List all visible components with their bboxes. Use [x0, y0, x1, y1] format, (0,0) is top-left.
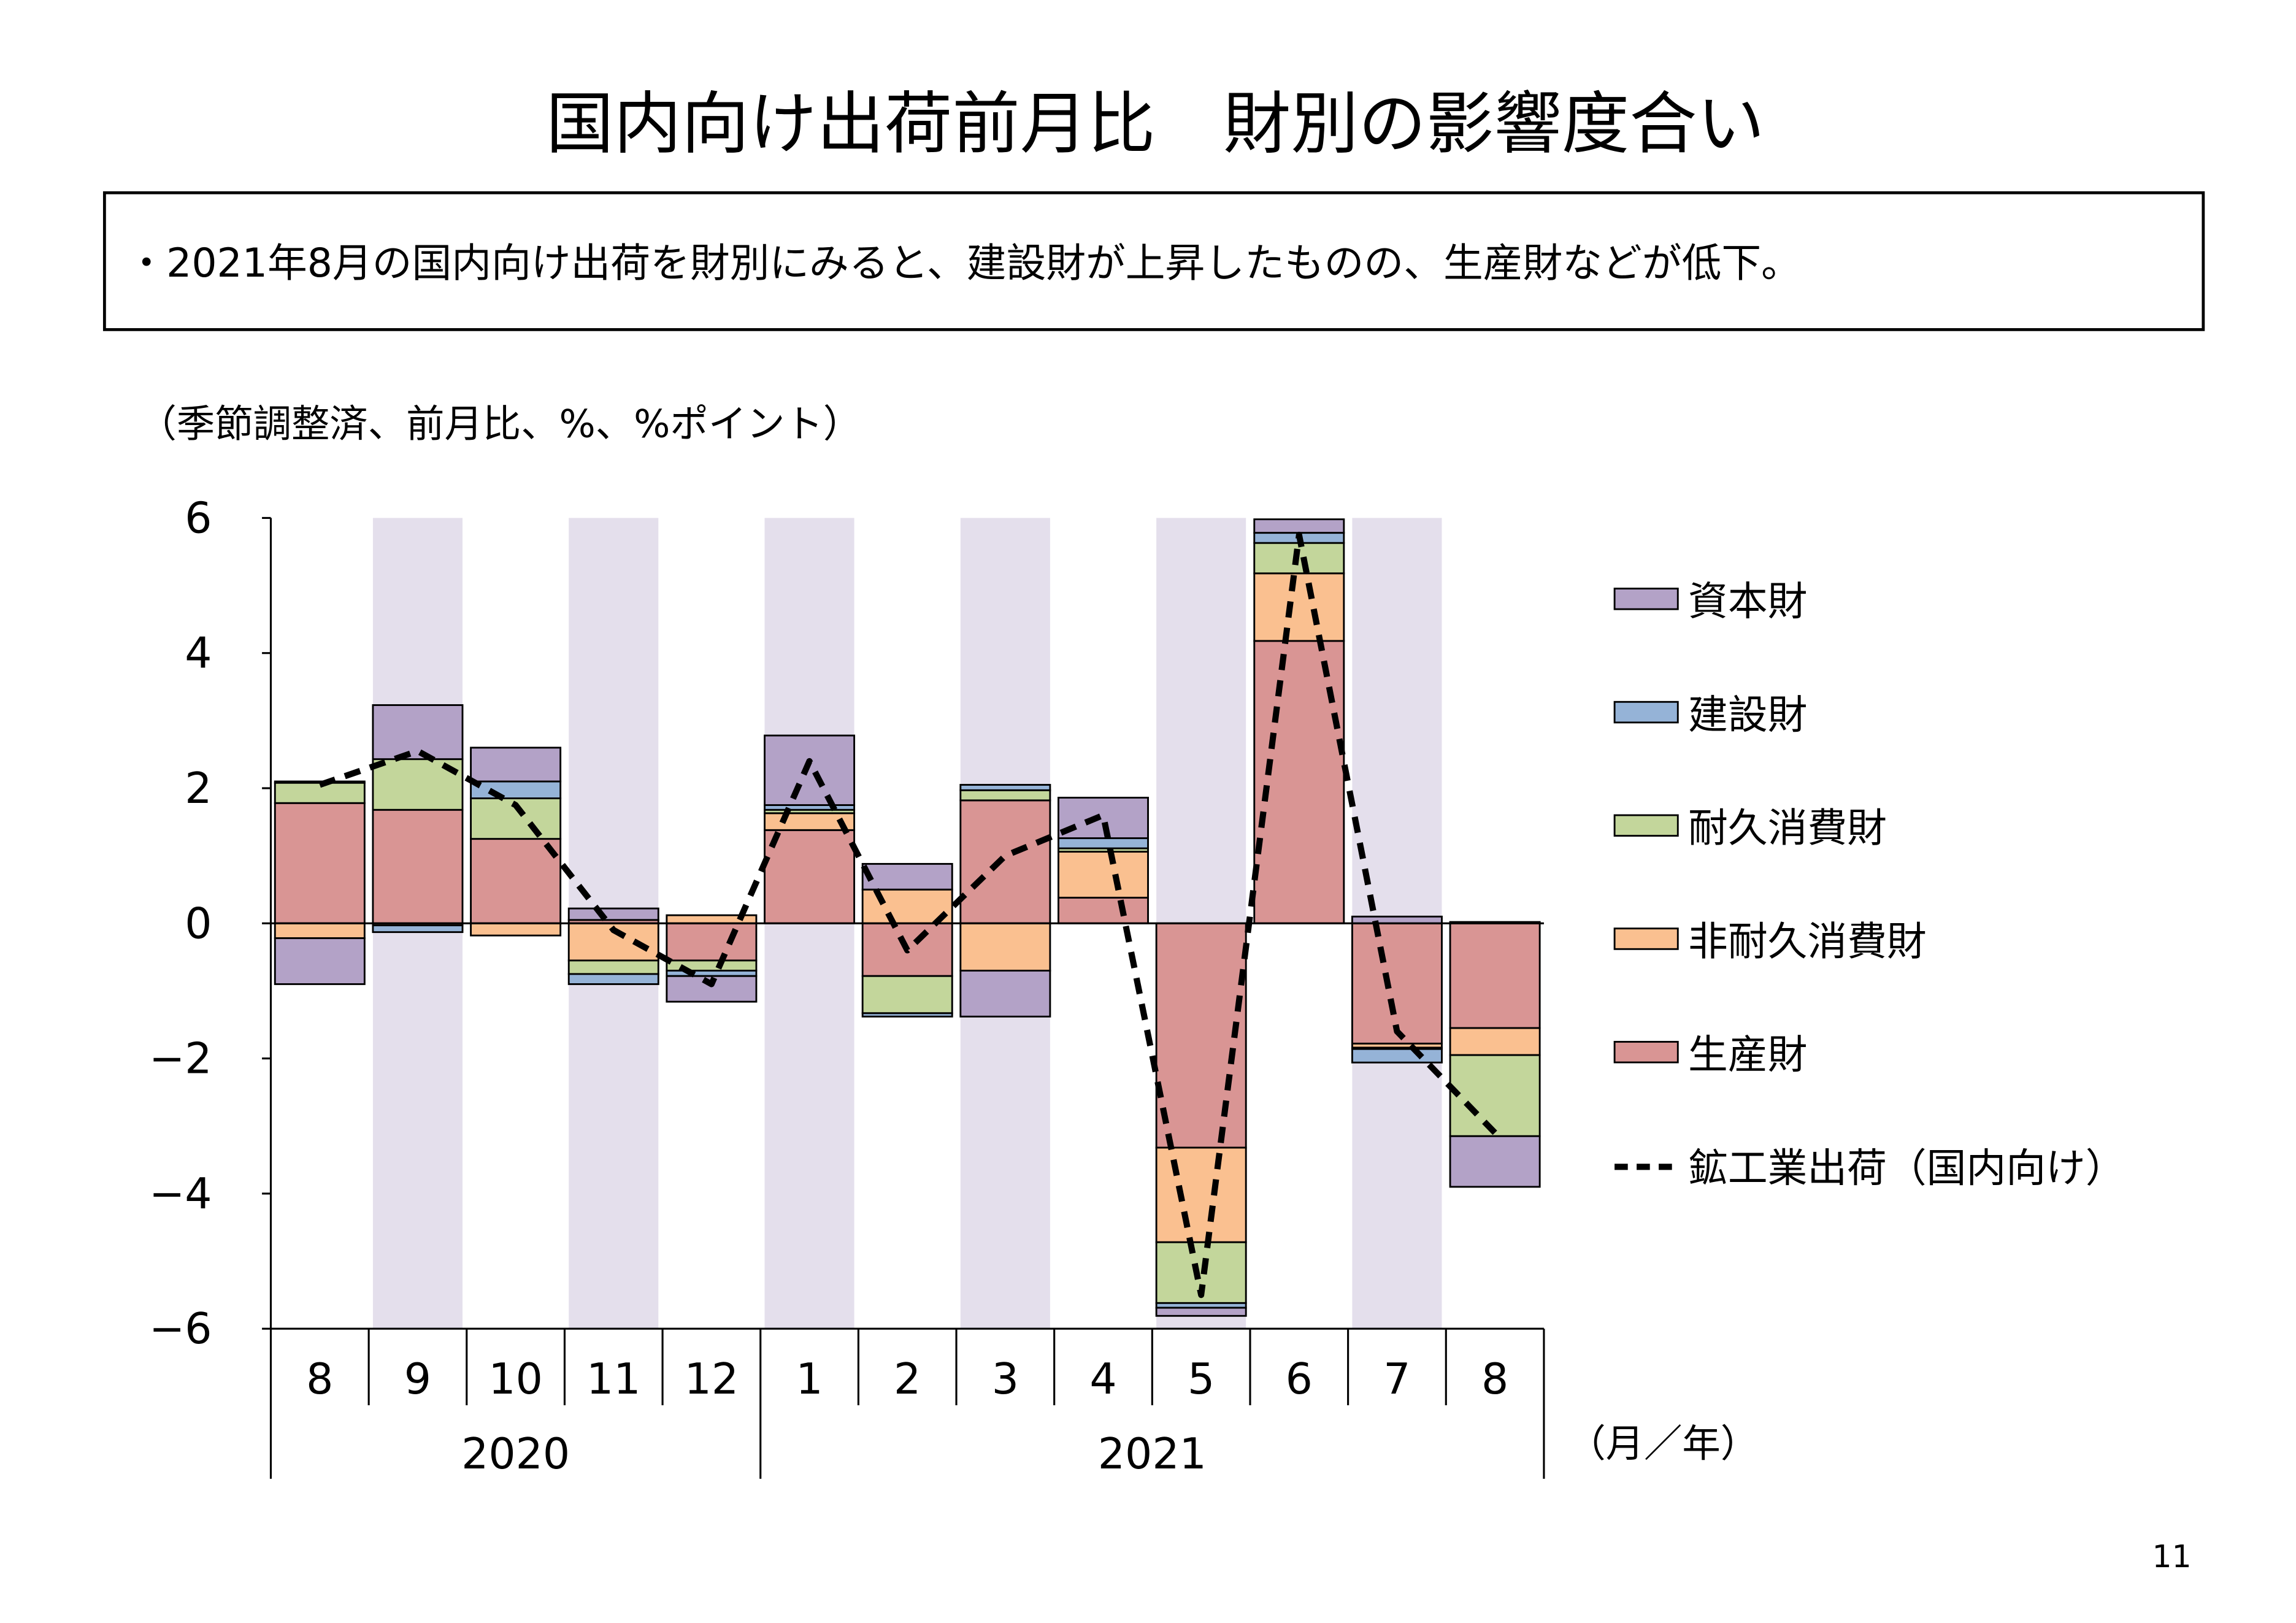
bar-segment-1-8: [1058, 851, 1149, 899]
x-tick-label: 2: [894, 1354, 921, 1404]
bar-segment-3-6: [861, 1012, 953, 1018]
bar-segment-4-3: [567, 907, 659, 921]
legend-swatch: [1613, 588, 1679, 610]
bar-segment-3-7: [959, 784, 1051, 791]
bar-segment-1-10: [1253, 572, 1345, 642]
bar-segment-3-11: [1351, 1048, 1443, 1064]
x-tick-label: 3: [992, 1354, 1019, 1404]
bar-segment-2-7: [959, 789, 1051, 802]
legend-label: 非耐久消費財: [1688, 919, 1927, 965]
bar-segment-3-2: [470, 780, 562, 799]
bar-segment-4-10: [1253, 518, 1345, 534]
line-series-path: [318, 531, 1497, 1299]
bar-segment-0-4: [666, 922, 758, 962]
page-number: 11: [2152, 1538, 2192, 1575]
y-tick-label: 4: [185, 629, 212, 678]
bar-segments: [274, 518, 1541, 1317]
bar-segment-0-12: [1449, 922, 1541, 1029]
bar-segment-0-5: [764, 829, 856, 924]
legend-label: 鉱工業出荷（国内向け）: [1688, 1145, 2125, 1191]
bar-segment-0-9: [1155, 922, 1247, 1149]
x-tick-label: 12: [685, 1354, 739, 1404]
x-tick-label: 11: [586, 1354, 641, 1404]
bar-segment-1-12: [1449, 1027, 1541, 1056]
y-tick-label: −4: [149, 1169, 212, 1219]
bar-segment-2-0: [274, 781, 366, 804]
bar-segment-2-12: [1449, 1054, 1541, 1137]
bar-segment-4-1: [372, 704, 464, 761]
bar-segment-3-3: [567, 973, 659, 985]
x-tick-label: 8: [306, 1354, 333, 1404]
bar-segment-4-5: [764, 734, 856, 806]
bar-segment-4-2: [470, 746, 562, 783]
bar-segment-2-6: [861, 975, 953, 1015]
x-tick-label: 10: [488, 1354, 543, 1404]
year-label: 2020: [461, 1429, 570, 1479]
bar-segment-4-9: [1155, 1306, 1247, 1317]
bar-segment-4-6: [861, 862, 953, 891]
x-tick-label: 7: [1383, 1354, 1410, 1404]
x-tick-label: 4: [1089, 1354, 1116, 1404]
bar-segment-1-9: [1155, 1146, 1247, 1243]
bar-segment-4-0: [274, 937, 366, 985]
y-tick-label: 6: [185, 493, 212, 543]
y-tick-label: −2: [149, 1034, 212, 1084]
bar-segment-2-3: [567, 959, 659, 975]
x-tick-label: 5: [1188, 1354, 1215, 1404]
bar-segment-4-12: [1449, 1135, 1541, 1188]
bar-segment-3-1: [372, 924, 464, 934]
y-tick-label: −6: [149, 1304, 212, 1354]
legend-label: 生産財: [1688, 1032, 1807, 1078]
bar-segment-0-7: [959, 799, 1051, 924]
line-series: [318, 531, 1497, 1299]
x-tick-label: 6: [1286, 1354, 1313, 1404]
note-box: [102, 191, 2205, 331]
legend-swatch: [1613, 700, 1679, 724]
bar-segment-3-8: [1058, 837, 1149, 850]
legend-label: 建設財: [1688, 692, 1807, 738]
legend-swatch: [1613, 814, 1679, 837]
y-unit-label: （季節調整済、前月比、%、%ポイント）: [139, 401, 862, 446]
bar-segment-0-2: [470, 838, 562, 924]
legend-label: 耐久消費財: [1688, 805, 1887, 851]
x-tick-label: 1: [796, 1354, 823, 1404]
x-tick-label: 8: [1481, 1354, 1508, 1404]
year-label: 2021: [1098, 1429, 1207, 1479]
legend-swatch: [1613, 1040, 1679, 1064]
bar-segment-4-11: [1351, 915, 1443, 924]
bar-segment-1-0: [274, 922, 366, 939]
bar-segment-1-2: [470, 922, 562, 937]
y-tick-label: 0: [185, 899, 212, 948]
legend-swatch: [1613, 927, 1679, 950]
page-title: 国内向け出荷前月比 財別の影響度合い: [546, 85, 1765, 164]
legend-label: 資本財: [1688, 579, 1807, 625]
y-tick-label: 2: [185, 764, 212, 813]
x-unit-label: （月／年）: [1567, 1421, 1759, 1466]
bar-segment-4-7: [959, 969, 1051, 1018]
bar-segment-0-8: [1058, 897, 1149, 924]
bar-segment-1-7: [959, 922, 1051, 972]
bar-segment-0-10: [1253, 640, 1345, 924]
bar-segment-0-1: [372, 808, 464, 924]
bar-segment-4-8: [1058, 796, 1149, 839]
bar-segment-0-0: [274, 802, 366, 924]
note-text: ・2021年8月の国内向け出荷を財別にみると、建設財が上昇したものの、生産財など…: [126, 240, 1801, 286]
x-tick-label: 9: [404, 1354, 431, 1404]
